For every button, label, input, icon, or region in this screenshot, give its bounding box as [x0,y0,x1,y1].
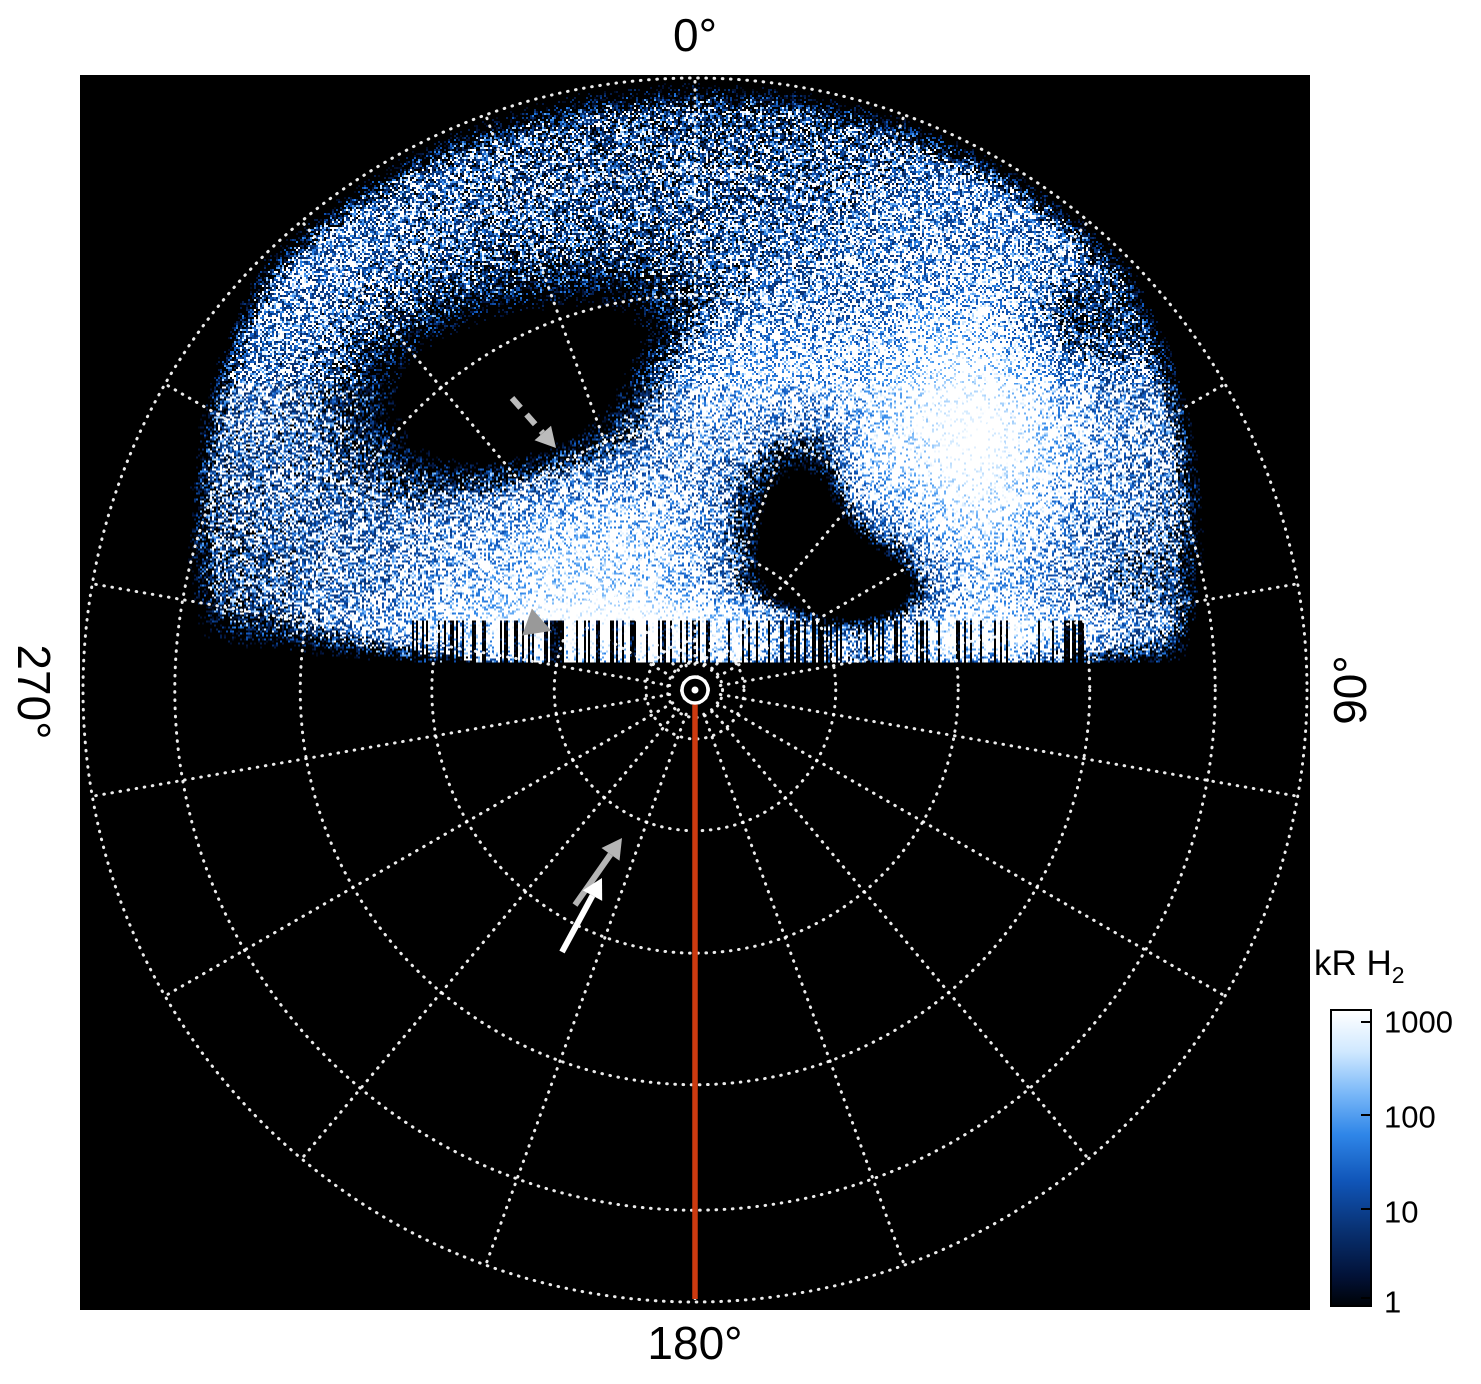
colorbar-gradient [1330,1009,1372,1307]
colorbar-tick-1000: 1000 [1384,1004,1453,1040]
polar-grid-overlay [81,76,1309,1304]
colorbar-tick-100: 100 [1384,1099,1436,1135]
colorbar-tickmark [1361,1020,1370,1023]
colorbar-tickmark [1361,1114,1370,1117]
angle-label-180deg: 180° [647,1317,743,1369]
angle-label-0deg: 0° [673,9,717,61]
colorbar-title: kR H2 [1314,944,1405,988]
colorbar-tick-1: 1 [1384,1284,1402,1320]
colorbar-tickmark [1361,1297,1370,1300]
colorbar: kR H2 1000 100 10 1 [1310,944,1481,1345]
colorbar-tickmark [1361,1208,1370,1211]
colorbar-tick-10: 10 [1384,1194,1419,1230]
